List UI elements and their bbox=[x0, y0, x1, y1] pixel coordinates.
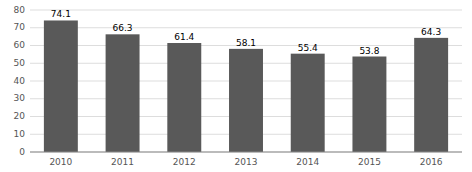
grid-line bbox=[30, 10, 462, 11]
x-tick-label: 2015 bbox=[358, 157, 381, 167]
y-tick-label: 20 bbox=[14, 111, 26, 121]
y-tick-label: 40 bbox=[14, 76, 26, 86]
y-grid bbox=[30, 10, 462, 152]
y-tick-label: 10 bbox=[14, 129, 26, 139]
bar bbox=[167, 43, 201, 152]
y-tick-label: 60 bbox=[14, 40, 26, 50]
grid-line bbox=[30, 27, 462, 28]
data-label: 74.1 bbox=[51, 9, 71, 19]
x-tick-label: 2010 bbox=[49, 157, 72, 167]
data-label: 58.1 bbox=[236, 38, 256, 48]
y-tick-label: 50 bbox=[14, 58, 26, 68]
y-tick-label: 70 bbox=[14, 22, 26, 32]
bar bbox=[106, 34, 140, 152]
data-labels: 74.1 66.3 61.4 58.1 55.4 53.8 64.3 bbox=[51, 9, 441, 55]
y-tick-label: 80 bbox=[14, 5, 26, 15]
x-tick-label: 2014 bbox=[296, 157, 319, 167]
chart-container: 0 10 20 30 40 50 60 70 80 74.1 66.3 61.4 58.1 55.4 53.… bbox=[0, 0, 472, 172]
data-label: 66.3 bbox=[113, 23, 133, 33]
data-label: 64.3 bbox=[421, 27, 441, 37]
bar bbox=[291, 54, 325, 152]
x-tick-label: 2016 bbox=[420, 157, 443, 167]
bars bbox=[44, 20, 448, 152]
grid-line bbox=[30, 152, 462, 153]
bar bbox=[414, 38, 448, 152]
x-tick-label: 2011 bbox=[111, 157, 134, 167]
y-tick-label: 0 bbox=[19, 147, 25, 157]
data-label: 55.4 bbox=[298, 43, 318, 53]
data-label: 61.4 bbox=[174, 32, 194, 42]
bar-chart: 0 10 20 30 40 50 60 70 80 74.1 66.3 61.4 58.1 55.4 53.… bbox=[0, 0, 472, 172]
bar bbox=[229, 49, 263, 152]
x-axis: 2010 2011 2012 2013 2014 2015 2016 bbox=[49, 157, 442, 167]
x-tick-label: 2013 bbox=[235, 157, 258, 167]
bar bbox=[44, 20, 78, 152]
x-tick-label: 2012 bbox=[173, 157, 196, 167]
y-tick-label: 30 bbox=[14, 93, 26, 103]
x-axis-line bbox=[30, 152, 462, 153]
bar bbox=[352, 57, 386, 152]
y-axis: 0 10 20 30 40 50 60 70 80 bbox=[14, 5, 26, 157]
data-label: 53.8 bbox=[359, 46, 379, 56]
